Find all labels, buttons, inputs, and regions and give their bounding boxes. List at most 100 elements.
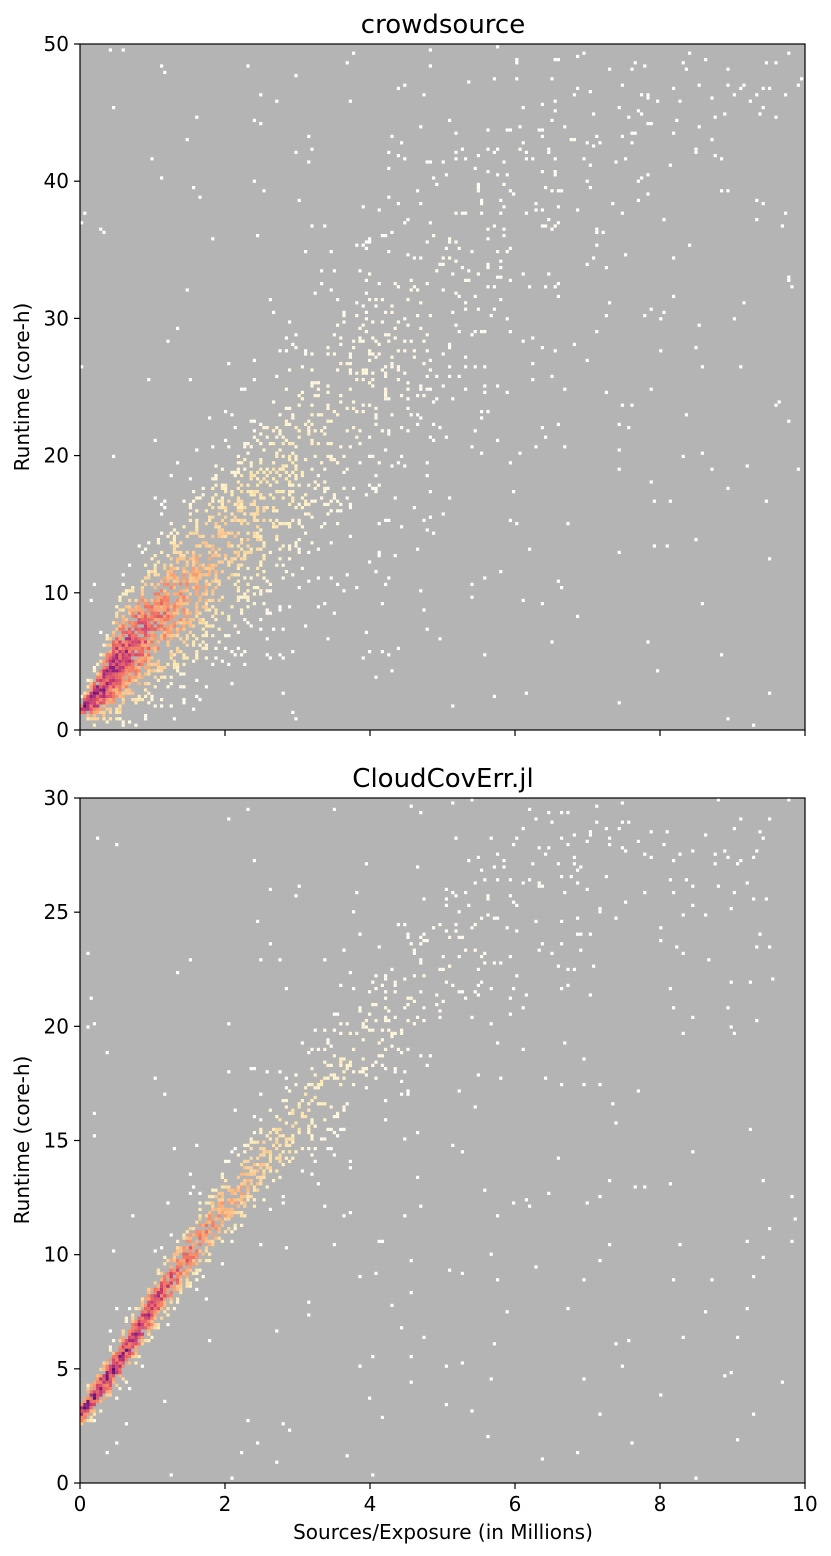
heatmap-cell: [208, 1211, 212, 1215]
heatmap-cell: [310, 384, 314, 388]
heatmap-cell: [441, 384, 445, 388]
heatmap-cell: [176, 560, 180, 564]
heatmap-cell: [163, 1291, 167, 1295]
heatmap-cell: [441, 967, 445, 971]
heatmap-cell: [380, 1038, 384, 1042]
heatmap-cell: [764, 499, 768, 503]
heatmap-cell: [534, 445, 538, 449]
heatmap-cell: [147, 378, 151, 382]
heatmap-cell: [211, 544, 215, 548]
heatmap-cell: [83, 694, 87, 698]
heatmap-cell: [646, 173, 650, 177]
heatmap-cell: [364, 493, 368, 497]
heatmap-cell: [153, 496, 157, 500]
heatmap-cell: [540, 128, 544, 132]
heatmap-cell: [144, 646, 148, 650]
heatmap-cell: [368, 1012, 372, 1016]
heatmap-cell: [150, 630, 154, 634]
heatmap-cell: [147, 618, 151, 622]
heatmap-cell: [409, 339, 413, 343]
heatmap-cell: [422, 974, 426, 978]
heatmap-cell: [288, 442, 292, 446]
heatmap-cell: [96, 1387, 100, 1391]
heatmap-cell: [160, 176, 164, 180]
heatmap-cell: [550, 118, 554, 122]
heatmap-cell: [262, 448, 266, 452]
heatmap-cell: [195, 1233, 199, 1237]
heatmap-cell: [588, 830, 592, 834]
heatmap-cell: [92, 582, 96, 586]
heatmap-cell: [131, 614, 135, 618]
heatmap-cell: [684, 413, 688, 417]
heatmap-cell: [636, 179, 640, 183]
heatmap-cell: [278, 1134, 282, 1138]
heatmap-cell: [140, 592, 144, 596]
heatmap-cell: [92, 694, 96, 698]
heatmap-cell: [230, 544, 234, 548]
heatmap-cell: [464, 996, 468, 1000]
heatmap-cell: [656, 669, 660, 673]
heatmap-cell: [121, 672, 125, 676]
heatmap-cell: [572, 833, 576, 837]
heatmap-cell: [224, 515, 228, 519]
heatmap-cell: [620, 83, 624, 87]
heatmap-cell: [272, 461, 276, 465]
heatmap-cell: [131, 640, 135, 644]
heatmap-cell: [444, 1364, 448, 1368]
heatmap-cell: [227, 1217, 231, 1221]
heatmap-cell: [236, 506, 240, 510]
heatmap-cell: [684, 67, 688, 71]
heatmap-cell: [320, 496, 324, 500]
heatmap-cell: [595, 227, 599, 231]
heatmap-cell: [195, 528, 199, 532]
heatmap-cell: [137, 682, 141, 686]
heatmap-cell: [108, 1367, 112, 1371]
heatmap-cell: [774, 115, 778, 119]
heatmap-cell: [96, 1390, 100, 1394]
heatmap-cell: [188, 378, 192, 382]
heatmap-cell: [102, 659, 106, 663]
heatmap-cell: [726, 1006, 730, 1010]
heatmap-cell: [755, 198, 759, 202]
heatmap-cell: [163, 1262, 167, 1266]
heatmap-cell: [576, 932, 580, 936]
heatmap-cell: [396, 365, 400, 369]
heatmap-cell: [646, 93, 650, 97]
heatmap-cell: [166, 611, 170, 615]
heatmap-cell: [169, 656, 173, 660]
heatmap-cell: [179, 685, 183, 689]
heatmap-cell: [121, 646, 125, 650]
heatmap-cell: [515, 929, 519, 933]
heatmap-cell: [128, 691, 132, 695]
heatmap-cell: [486, 170, 490, 174]
heatmap-cell: [716, 884, 720, 888]
heatmap-cell: [236, 467, 240, 471]
heatmap-cell: [288, 493, 292, 497]
heatmap-cell: [185, 595, 189, 599]
heatmap-cell: [540, 884, 544, 888]
heatmap-cell: [131, 586, 135, 590]
heatmap-cell: [761, 202, 765, 206]
heatmap-cell: [198, 573, 202, 577]
heatmap-cell: [195, 573, 199, 577]
heatmap-cell: [128, 1342, 132, 1346]
heatmap-cell: [83, 1412, 87, 1416]
heatmap-cell: [672, 859, 676, 863]
heatmap-cell: [160, 637, 164, 641]
heatmap-cell: [252, 419, 256, 423]
heatmap-cell: [598, 1412, 602, 1416]
heatmap-cell: [691, 1150, 695, 1154]
heatmap-cell: [220, 531, 224, 535]
heatmap-cell: [128, 662, 132, 666]
heatmap-cell: [316, 413, 320, 417]
heatmap-cell: [281, 1134, 285, 1138]
heatmap-cell: [307, 550, 311, 554]
heatmap-cell: [512, 900, 516, 904]
heatmap-cell: [243, 1195, 247, 1199]
heatmap-cell: [236, 1198, 240, 1202]
heatmap-cell: [185, 570, 189, 574]
heatmap-cell: [483, 1188, 487, 1192]
heatmap-cell: [300, 470, 304, 474]
heatmap-cell: [492, 224, 496, 228]
heatmap-cell: [460, 1150, 464, 1154]
